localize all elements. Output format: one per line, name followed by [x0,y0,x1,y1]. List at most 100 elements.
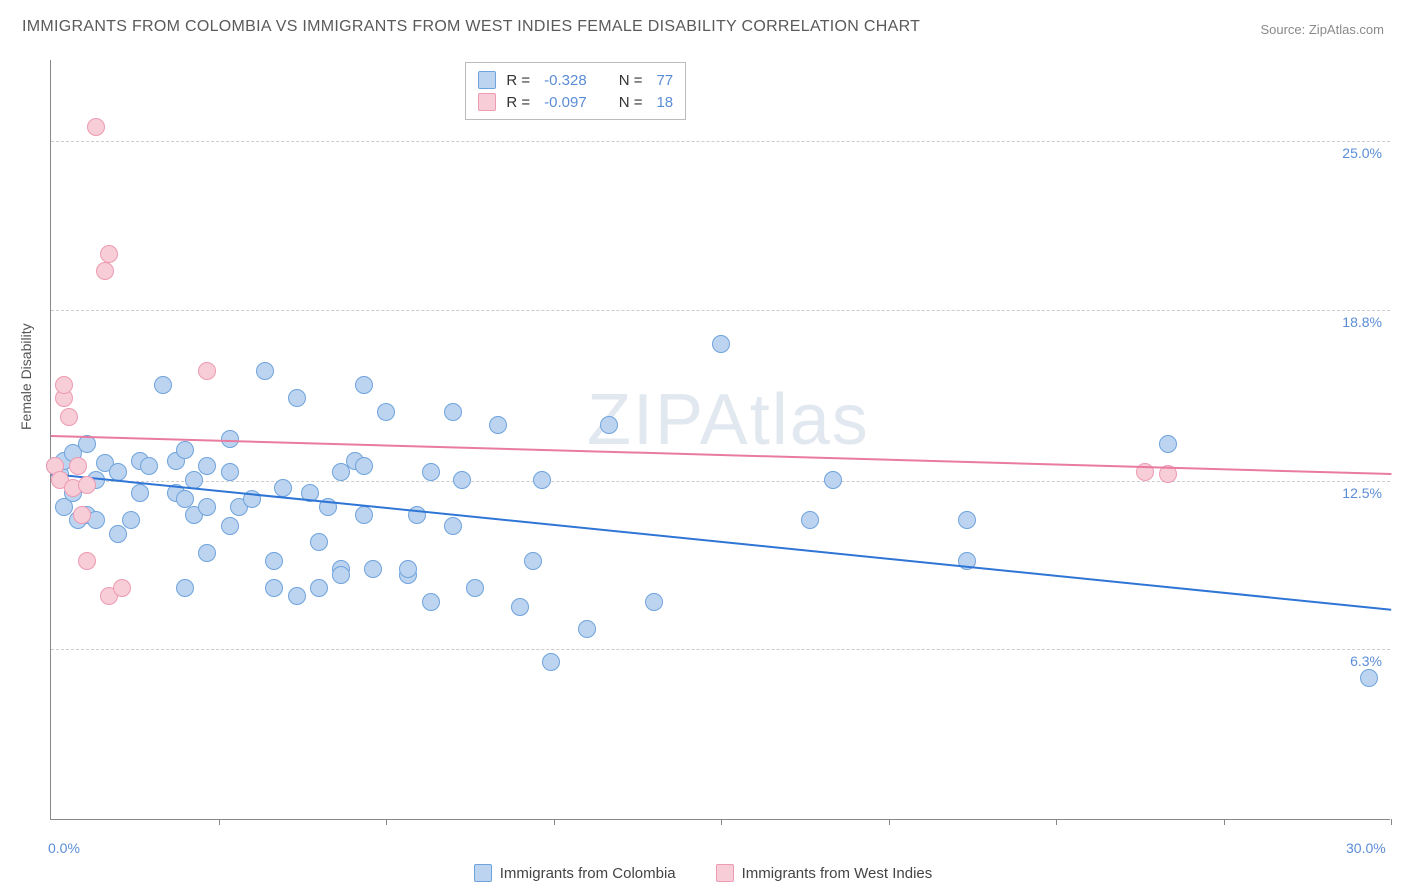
plot-area: ZIPAtlas 6.3% 12.5% 18.8% 25.0% [50,60,1390,820]
data-point-colombia [364,560,382,578]
x-tick [889,819,890,825]
r-value: -0.328 [544,72,587,89]
data-point-colombia [198,457,216,475]
legend-swatch [478,71,496,89]
source-attribution: Source: ZipAtlas.com [1260,22,1384,37]
data-point-colombia [824,471,842,489]
data-point-west_indies [78,552,96,570]
data-point-colombia [274,479,292,497]
data-point-colombia [221,463,239,481]
data-point-west_indies [87,118,105,136]
legend-series: Immigrants from Colombia Immigrants from … [0,864,1406,882]
data-point-west_indies [55,376,73,394]
data-point-colombia [444,517,462,535]
data-point-west_indies [73,506,91,524]
data-point-colombia [265,552,283,570]
data-point-west_indies [198,362,216,380]
gridline-h [51,141,1390,142]
data-point-west_indies [96,262,114,280]
source-prefix: Source: [1260,22,1308,37]
data-point-colombia [355,376,373,394]
data-point-colombia [399,560,417,578]
data-point-colombia [256,362,274,380]
n-value: 18 [656,94,673,111]
data-point-colombia [377,403,395,421]
x-tick [721,819,722,825]
data-point-colombia [600,416,618,434]
legend-swatch [474,864,492,882]
gridline-h [51,649,1390,650]
data-point-colombia [511,598,529,616]
n-label: N = [619,94,643,111]
data-point-colombia [221,517,239,535]
x-tick [554,819,555,825]
data-point-colombia [288,587,306,605]
data-point-colombia [1159,435,1177,453]
source-name: ZipAtlas.com [1309,22,1384,37]
trend-line-colombia [51,473,1391,611]
r-value: -0.097 [544,94,587,111]
data-point-colombia [444,403,462,421]
data-point-colombia [288,389,306,407]
data-point-west_indies [113,579,131,597]
data-point-colombia [453,471,471,489]
legend-series-label: Immigrants from Colombia [500,865,676,882]
data-point-colombia [122,511,140,529]
x-tick [1391,819,1392,825]
watermark: ZIPAtlas [587,379,870,461]
x-max-label: 30.0% [1346,840,1386,856]
chart-title: IMMIGRANTS FROM COLOMBIA VS IMMIGRANTS F… [22,18,920,36]
data-point-colombia [645,593,663,611]
y-tick-label: 25.0% [1342,145,1382,161]
data-point-colombia [355,457,373,475]
y-tick-label: 6.3% [1350,653,1382,669]
y-axis-label: Female Disability [18,323,34,430]
data-point-colombia [332,566,350,584]
data-point-colombia [265,579,283,597]
data-point-colombia [198,498,216,516]
data-point-colombia [355,506,373,524]
data-point-colombia [578,620,596,638]
data-point-colombia [140,457,158,475]
legend-series-item: Immigrants from West Indies [716,864,933,882]
data-point-colombia [176,441,194,459]
data-point-west_indies [60,408,78,426]
data-point-colombia [542,653,560,671]
legend-stat-row: R =-0.328N =77 [478,69,673,91]
trend-line-west_indies [51,435,1391,475]
chart-container: IMMIGRANTS FROM COLOMBIA VS IMMIGRANTS F… [0,0,1406,892]
data-point-colombia [310,579,328,597]
data-point-colombia [176,579,194,597]
x-tick [219,819,220,825]
data-point-colombia [422,593,440,611]
gridline-h [51,481,1390,482]
legend-stat-row: R = -0.097 N = 18 [478,91,673,113]
data-point-colombia [154,376,172,394]
y-tick-label: 18.8% [1342,314,1382,330]
data-point-colombia [958,511,976,529]
x-tick [386,819,387,825]
data-point-colombia [801,511,819,529]
legend-series-label: Immigrants from West Indies [742,865,933,882]
data-point-colombia [176,490,194,508]
data-point-colombia [489,416,507,434]
data-point-colombia [310,533,328,551]
y-tick-label: 12.5% [1342,485,1382,501]
x-min-label: 0.0% [48,840,80,856]
data-point-colombia [712,335,730,353]
legend-stats: R =-0.328N =77 R = -0.097 N = 18 [465,62,686,120]
data-point-west_indies [69,457,87,475]
x-tick [1224,819,1225,825]
data-point-colombia [533,471,551,489]
data-point-west_indies [100,245,118,263]
data-point-colombia [109,463,127,481]
data-point-colombia [198,544,216,562]
data-point-colombia [524,552,542,570]
r-label: R = [506,94,530,111]
n-value: 77 [656,72,673,89]
data-point-west_indies [78,476,96,494]
legend-swatch [716,864,734,882]
data-point-colombia [422,463,440,481]
data-point-colombia [1360,669,1378,687]
gridline-h [51,310,1390,311]
